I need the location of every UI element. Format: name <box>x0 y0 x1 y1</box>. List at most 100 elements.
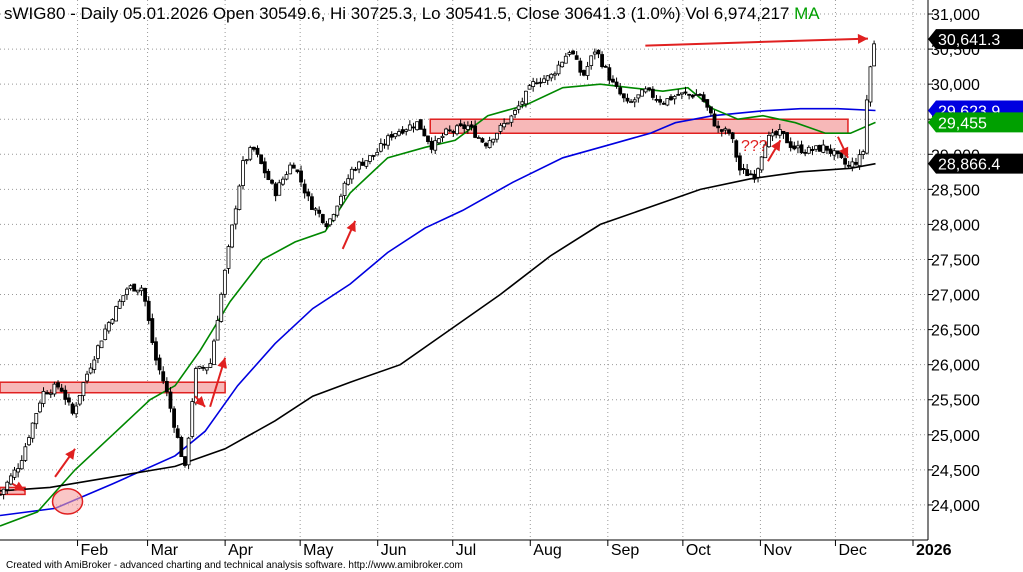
candle-body <box>382 143 387 146</box>
candle-body <box>41 391 46 404</box>
candle-body <box>799 144 804 154</box>
x-tick-label: Oct <box>686 542 711 559</box>
candle-body <box>212 340 216 366</box>
candle-body <box>371 155 376 157</box>
candle-body <box>353 168 358 171</box>
candle-body <box>621 93 626 99</box>
candle-body <box>375 152 380 156</box>
candle-body <box>734 140 739 158</box>
candle-body <box>270 179 274 184</box>
support-zone <box>429 118 849 134</box>
candle-body <box>843 158 847 165</box>
candle-body <box>516 105 521 110</box>
candle-body <box>244 159 249 162</box>
candle-body <box>788 141 793 148</box>
candle-body <box>440 135 445 138</box>
badge-value: 29,455 <box>938 115 987 132</box>
candle-body <box>661 102 666 105</box>
candle-body <box>190 401 195 437</box>
candle-body <box>589 55 594 66</box>
ma-line <box>0 162 876 492</box>
candle-body <box>712 113 717 127</box>
candle-body <box>763 144 768 159</box>
candle-body <box>567 52 572 55</box>
candle-body <box>513 110 517 115</box>
candle-body <box>603 65 608 68</box>
candle-body <box>832 150 837 156</box>
x-tick-label: Apr <box>228 542 254 559</box>
candle-body <box>861 151 866 155</box>
candle-body <box>422 128 427 137</box>
candle-body <box>611 78 615 83</box>
candle-body <box>81 382 86 397</box>
candle-body <box>451 131 456 133</box>
candle-body <box>1 488 6 495</box>
candle-body <box>56 382 60 388</box>
candle-body <box>574 55 579 60</box>
annotation-circle <box>51 488 84 515</box>
footer-credit: Created with AmiBroker - advanced charti… <box>6 560 463 571</box>
y-tick-label: 26,500 <box>931 323 980 340</box>
price-candles <box>0 40 876 500</box>
candle-body <box>694 94 699 96</box>
candle-body <box>741 168 746 170</box>
candle-body <box>154 341 158 361</box>
candle-body <box>465 125 470 130</box>
candle-body <box>433 140 438 151</box>
candle-body <box>266 170 271 181</box>
candle-body <box>767 134 771 148</box>
annotation-arrow-head <box>13 481 26 491</box>
candle-body <box>8 475 13 485</box>
candle-body <box>157 357 162 371</box>
ma-label: MA <box>794 4 820 23</box>
x-axis-ticks: Feb Mar Apr May Jun Jul Aug Sep Oct Nov Dec 2026 <box>77 540 952 559</box>
candle-body <box>654 98 659 101</box>
candle-body <box>592 51 597 55</box>
y-tick-label: 27,500 <box>931 252 980 269</box>
candle-body <box>560 61 565 68</box>
support-zones <box>0 118 849 496</box>
y-tick-label: 25,000 <box>931 428 980 445</box>
badge-value: 30,641.3 <box>938 32 1000 49</box>
header-title: sWIG80 - Daily 05.01.2026 Open 30549.6, … <box>4 4 789 23</box>
candle-body <box>571 50 575 55</box>
candle-body <box>397 131 401 136</box>
candle-body <box>429 140 434 150</box>
badge-background <box>928 153 1023 174</box>
candle-body <box>273 183 278 197</box>
candle-body <box>175 428 180 438</box>
candle-body <box>520 101 525 105</box>
candle-body <box>186 437 191 466</box>
chart-title: sWIG80 - Daily 05.01.2026 Open 30549.6, … <box>4 4 820 23</box>
y-tick-label: 25,500 <box>931 393 980 410</box>
candle-body <box>756 168 760 178</box>
candle-body <box>19 460 24 470</box>
candle-body <box>643 88 648 93</box>
candle-body <box>727 129 731 134</box>
candle-body <box>281 178 285 185</box>
candle-body <box>208 363 213 368</box>
candle-body <box>346 178 351 185</box>
chart-header: sWIG80 - Daily 05.01.2026 Open 30549.6, … <box>4 4 820 23</box>
x-tick-label: Nov <box>763 542 791 559</box>
candle-body <box>578 60 583 73</box>
candle-body <box>288 164 293 175</box>
candle-body <box>320 214 325 224</box>
grid-layer <box>0 0 928 540</box>
candle-body <box>77 394 82 405</box>
candle-body <box>455 125 459 135</box>
annotation-arrow-head <box>194 396 206 407</box>
candle-body <box>698 93 702 96</box>
candle-body <box>121 295 126 302</box>
candle-body <box>817 144 822 152</box>
annotation-marks <box>12 33 868 515</box>
candle-body <box>237 185 242 210</box>
candle-body <box>502 122 507 128</box>
candle-body <box>168 391 173 409</box>
annotation-arrow-shaft <box>645 37 868 47</box>
y-tick-label: 27,000 <box>931 288 980 305</box>
candle-body <box>364 160 369 167</box>
candle-body <box>295 169 300 173</box>
candle-body <box>730 132 735 140</box>
